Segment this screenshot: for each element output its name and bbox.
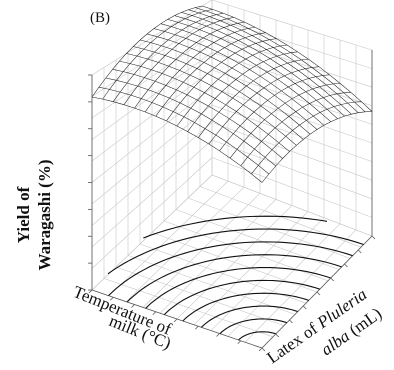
grid-line [211,52,373,107]
mesh-line [133,46,304,140]
contour-line [238,331,277,341]
grid-line [211,0,373,51]
mesh-line [167,19,338,119]
floor-grid-line [175,209,340,270]
mesh-line [98,86,270,175]
floor-grid-line [210,217,325,331]
y-tick [261,347,266,352]
y-tick [371,235,376,240]
mesh-line [112,69,283,159]
contour-line [163,279,320,315]
contour-line [143,215,328,239]
y-tick [330,277,335,282]
grid-line [91,69,213,162]
mesh-line [126,53,297,146]
contour-line [182,292,309,322]
y-tick [275,333,280,338]
grid-line [211,17,373,69]
mesh-line [188,9,359,113]
mesh-line [160,23,331,122]
z-axis-label-line1: Yield of [14,186,33,243]
contour-line [107,228,364,275]
contour-line [126,254,342,303]
x-tick [152,311,157,316]
x-tick [216,333,220,337]
grid-line [91,0,213,76]
tick-marks [88,74,376,352]
y-tick [302,305,307,310]
mesh-line [261,111,373,183]
grid-line [211,69,373,125]
floor-grid-line [244,229,357,343]
mesh-line [102,9,213,100]
contour-line [201,305,298,328]
mesh-line [105,77,276,167]
mesh-line [195,7,366,113]
response-surface-mesh [91,5,373,183]
mesh-line [146,33,318,130]
mesh-line [140,39,311,135]
mesh-line [181,12,352,115]
y-axis-label-part1: Latex of [263,317,324,368]
mesh-line [155,32,266,117]
x-tick [88,289,93,294]
x-tick [258,347,263,352]
x-tick [194,325,199,330]
grid-line [91,52,213,140]
back-walls-grid [91,0,373,349]
x-tick [131,304,135,308]
mesh-line [187,51,298,132]
grid-line [211,34,373,88]
mesh-line [91,96,263,183]
floor-grid-line [227,223,341,337]
x-tick [173,318,178,323]
contour-line [108,241,353,296]
z-axis-label-line2: Waragashi (%) [35,160,54,271]
y-tick [357,249,362,254]
x-tick [237,340,242,345]
y-tick [289,319,293,324]
contour-projection [107,215,364,341]
floor-grid-line [187,197,351,259]
panel-label: (B) [90,10,110,26]
contour-line [219,318,287,335]
contour-line [145,267,331,309]
mesh-line [153,28,325,126]
y-tick [344,263,348,268]
mesh-line [174,15,345,117]
mesh-line [201,5,373,112]
x-tick [109,296,114,301]
y-tick [316,291,321,296]
grid-line [91,17,213,97]
mesh-line [251,101,362,175]
floor-grid-line [211,174,373,237]
mesh-line [119,60,290,152]
